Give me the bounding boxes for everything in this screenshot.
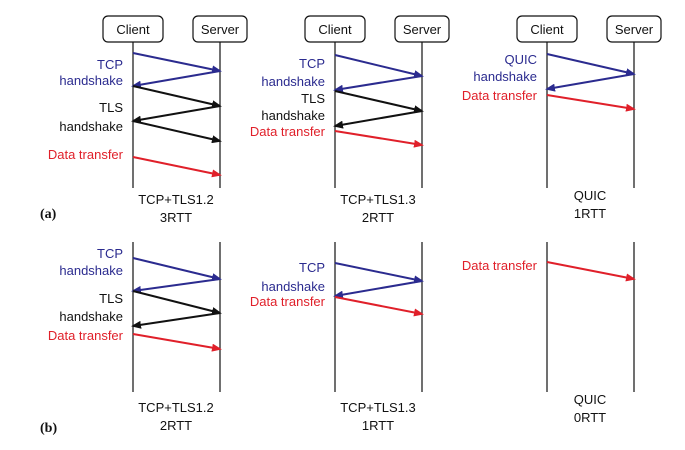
blue-message-arrow — [545, 73, 635, 92]
black-message-arrow — [132, 290, 222, 315]
server-box-label-1: Server — [201, 22, 240, 37]
step-label: handshake — [473, 69, 537, 84]
blue-message-arrow — [132, 52, 222, 74]
panel-caption: QUIC — [574, 188, 607, 203]
panel-caption: TCP+TLS1.3 — [340, 192, 416, 207]
black-message-arrow — [334, 90, 424, 114]
panel-b1: TCP handshake TLS handshake Data transfer TCP… — [48, 242, 222, 433]
black-message-arrow — [333, 110, 423, 129]
red-message-arrow — [334, 130, 424, 148]
server-box-label-2: Server — [403, 22, 442, 37]
step-label: handshake — [59, 263, 123, 278]
panel-a3: QUIC handshake Data transfer QUIC 1RTT — [462, 42, 636, 221]
blue-message-arrow — [132, 257, 222, 282]
blue-message-arrow — [334, 262, 424, 284]
panel-b3: Data transfer QUIC 0RTT — [462, 242, 636, 425]
step-label: TCP — [97, 57, 123, 72]
step-label: Data transfer — [48, 147, 124, 162]
panel-caption: 3RTT — [160, 210, 192, 225]
blue-message-arrow — [334, 54, 424, 79]
step-label: Data transfer — [48, 328, 124, 343]
row-label-a: (a) — [40, 207, 57, 222]
panel-caption: 0RTT — [574, 410, 606, 425]
step-label: TCP — [97, 246, 123, 261]
panel-caption: TCP+TLS1.3 — [340, 400, 416, 415]
black-message-arrow — [131, 312, 221, 329]
header-boxes: Client Server Client Server Client Serve… — [102, 15, 662, 43]
blue-message-arrow — [546, 53, 636, 77]
row-label-b: (b) — [40, 421, 57, 436]
red-message-arrow — [334, 296, 424, 317]
panel-caption: 2RTT — [362, 210, 394, 225]
blue-message-arrow — [131, 278, 221, 294]
black-message-arrow — [132, 120, 222, 144]
client-box-label-2: Client — [318, 22, 352, 37]
step-label: Data transfer — [462, 258, 538, 273]
step-label: handshake — [59, 73, 123, 88]
panel-caption: 1RTT — [362, 418, 394, 433]
client-box-label-1: Client — [116, 22, 150, 37]
panel-caption: TCP+TLS1.2 — [138, 400, 214, 415]
step-label: QUIC — [505, 52, 538, 67]
server-box-label-3: Server — [615, 22, 654, 37]
blue-message-arrow — [131, 70, 221, 89]
panel-caption: QUIC — [574, 392, 607, 407]
step-label: handshake — [261, 74, 325, 89]
blue-message-arrow — [333, 280, 423, 299]
red-message-arrow — [132, 156, 222, 178]
step-label: TCP — [299, 56, 325, 71]
black-message-arrow — [132, 85, 222, 109]
step-label: handshake — [261, 108, 325, 123]
panel-caption: 1RTT — [574, 206, 606, 221]
step-label: handshake — [59, 119, 123, 134]
step-label: TCP — [299, 260, 325, 275]
step-label: Data transfer — [250, 124, 326, 139]
panel-caption: TCP+TLS1.2 — [138, 192, 214, 207]
step-label: handshake — [261, 279, 325, 294]
red-message-arrow — [546, 94, 636, 112]
step-label: handshake — [59, 309, 123, 324]
step-label: TLS — [301, 91, 325, 106]
step-label: Data transfer — [250, 294, 326, 309]
blue-message-arrow — [333, 75, 423, 93]
panel-caption: 2RTT — [160, 418, 192, 433]
red-message-arrow — [546, 261, 636, 282]
step-label: TLS — [99, 291, 123, 306]
black-message-arrow — [131, 105, 221, 124]
client-box-label-3: Client — [530, 22, 564, 37]
step-label: TLS — [99, 100, 123, 115]
red-message-arrow — [132, 333, 222, 352]
step-label: Data transfer — [462, 88, 538, 103]
